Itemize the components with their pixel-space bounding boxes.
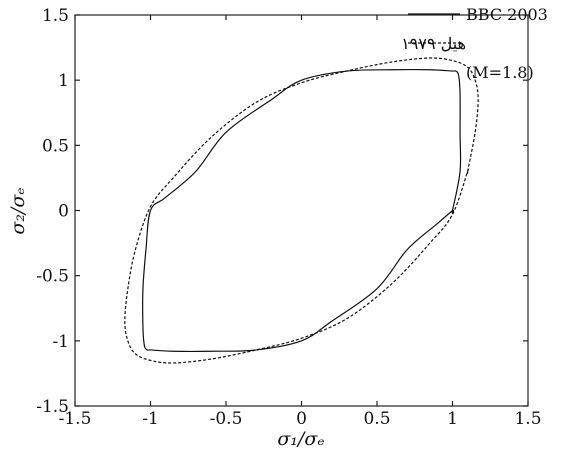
legend: BBC 2003 هیل ۱۹۷۹ (M=1.8) bbox=[401, 5, 548, 82]
y-tick-label: 0.5 bbox=[42, 136, 69, 156]
axis-ticks: -1.5 -1 -0.5 0 0.5 1 1.5 -1.5 -1 -0.5 0 0.5 1 1.5 bbox=[36, 6, 541, 429]
x-tick-label: -1 bbox=[142, 409, 159, 429]
legend-label-hill-1979: هیل ۱۹۷۹ bbox=[401, 34, 466, 53]
x-tick-label: -0.5 bbox=[210, 409, 243, 429]
x-axis-label: σ₁/σₑ bbox=[277, 428, 324, 450]
y-tick-label: -0.5 bbox=[36, 267, 69, 287]
x-tick-label: 1.5 bbox=[514, 409, 541, 429]
plot-frame bbox=[74, 14, 529, 407]
x-tick-label: 0 bbox=[296, 409, 307, 429]
y-tick-label: 1.5 bbox=[42, 6, 69, 26]
y-tick-label: 1 bbox=[58, 71, 69, 91]
y-tick-label: -1.5 bbox=[36, 397, 69, 417]
series-line-bbc-2003 bbox=[142, 68, 462, 353]
x-tick-label: 0.5 bbox=[363, 409, 390, 429]
x-tick-label: 1 bbox=[447, 409, 458, 429]
x-tick-label: -1.5 bbox=[59, 409, 92, 429]
y-tick-label: 0 bbox=[58, 202, 69, 222]
legend-label-bbc-2003: BBC 2003 bbox=[466, 5, 548, 24]
series-line-hill-1979 bbox=[124, 57, 479, 364]
y-tick-label: -1 bbox=[52, 332, 69, 352]
series-lines bbox=[124, 57, 479, 364]
y-axis-label: σ₂/σₑ bbox=[7, 187, 29, 234]
legend-note: (M=1.8) bbox=[466, 63, 534, 82]
